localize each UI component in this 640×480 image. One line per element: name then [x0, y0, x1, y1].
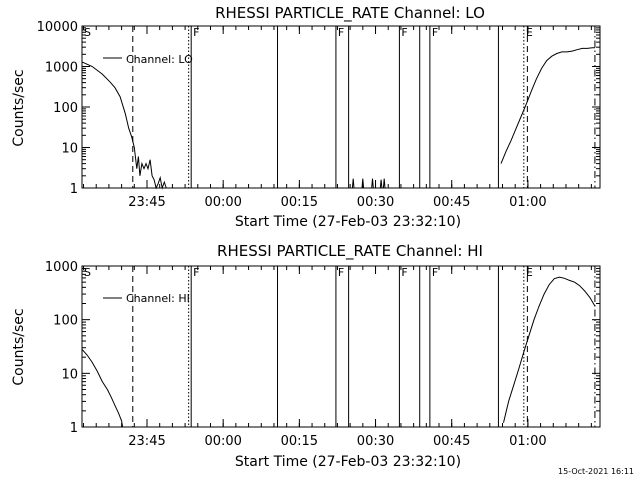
x-tick-label: 00:00 [204, 434, 241, 449]
event-flag: F [338, 266, 344, 279]
event-flag: F [193, 266, 199, 279]
x-tick-label: 00:00 [204, 195, 241, 210]
event-flag: S [84, 26, 91, 39]
panel-hi: RHESSI PARTICLE_RATE Channel: HI Start T… [11, 242, 601, 470]
legend-label: Channel: HI [126, 292, 190, 305]
y-tick-label: 10000 [37, 20, 78, 35]
event-flag: E [526, 266, 533, 279]
event-flag: F [401, 266, 407, 279]
x-tick-label: 00:45 [433, 434, 470, 449]
series-spike [351, 178, 355, 189]
series-spike [379, 179, 383, 189]
event-flag: E [526, 26, 533, 39]
y-axis-label: Counts/sec [11, 69, 27, 146]
y-tick-label: 1000 [45, 61, 78, 76]
timestamp: 15-Oct-2021 16:11 [558, 467, 634, 476]
event-flag: F [193, 26, 199, 39]
y-axis-label: Counts/sec [11, 308, 27, 385]
y-tick-label: 1 [70, 182, 78, 197]
panel-lo: RHESSI PARTICLE_RATE Channel: LO Start T… [11, 4, 601, 230]
event-flag: S [84, 266, 91, 279]
panel-title: RHESSI PARTICLE_RATE Channel: LO [215, 4, 485, 23]
series-line [503, 276, 596, 423]
series-line [81, 348, 124, 428]
event-flag: F [432, 26, 438, 39]
panel-title: RHESSI PARTICLE_RATE Channel: HI [217, 242, 483, 261]
x-axis-label: Start Time (27-Feb-03 23:32:10) [235, 454, 461, 470]
x-tick-label: 23:45 [128, 434, 165, 449]
x-tick-label: 00:30 [357, 195, 394, 210]
plot-frame [81, 25, 601, 189]
x-tick-label: 01:00 [509, 434, 546, 449]
y-tick-label: 1 [70, 421, 78, 436]
series-spike [361, 178, 365, 189]
y-tick-label: 10 [61, 142, 78, 157]
x-axis-label: Start Time (27-Feb-03 23:32:10) [235, 214, 461, 230]
series-spike [382, 178, 386, 189]
x-tick-label: 23:45 [128, 195, 165, 210]
y-tick-label: 100 [53, 314, 78, 329]
event-flag: F [432, 266, 438, 279]
x-tick-label: 00:45 [433, 195, 470, 210]
event-flag: F [401, 26, 407, 39]
event-flag: F [338, 26, 344, 39]
plot-frame [81, 265, 601, 428]
x-tick-label: 00:15 [281, 434, 318, 449]
y-tick-label: 1000 [45, 260, 78, 275]
y-tick-label: 100 [53, 101, 78, 116]
legend-label: Channel: LO [126, 53, 193, 66]
x-tick-label: 00:30 [357, 434, 394, 449]
x-tick-label: 01:00 [509, 195, 546, 210]
x-tick-label: 00:15 [281, 195, 318, 210]
series-spike [371, 178, 374, 189]
y-tick-label: 10 [61, 367, 78, 382]
series-line [500, 47, 595, 164]
series-line [81, 61, 167, 190]
